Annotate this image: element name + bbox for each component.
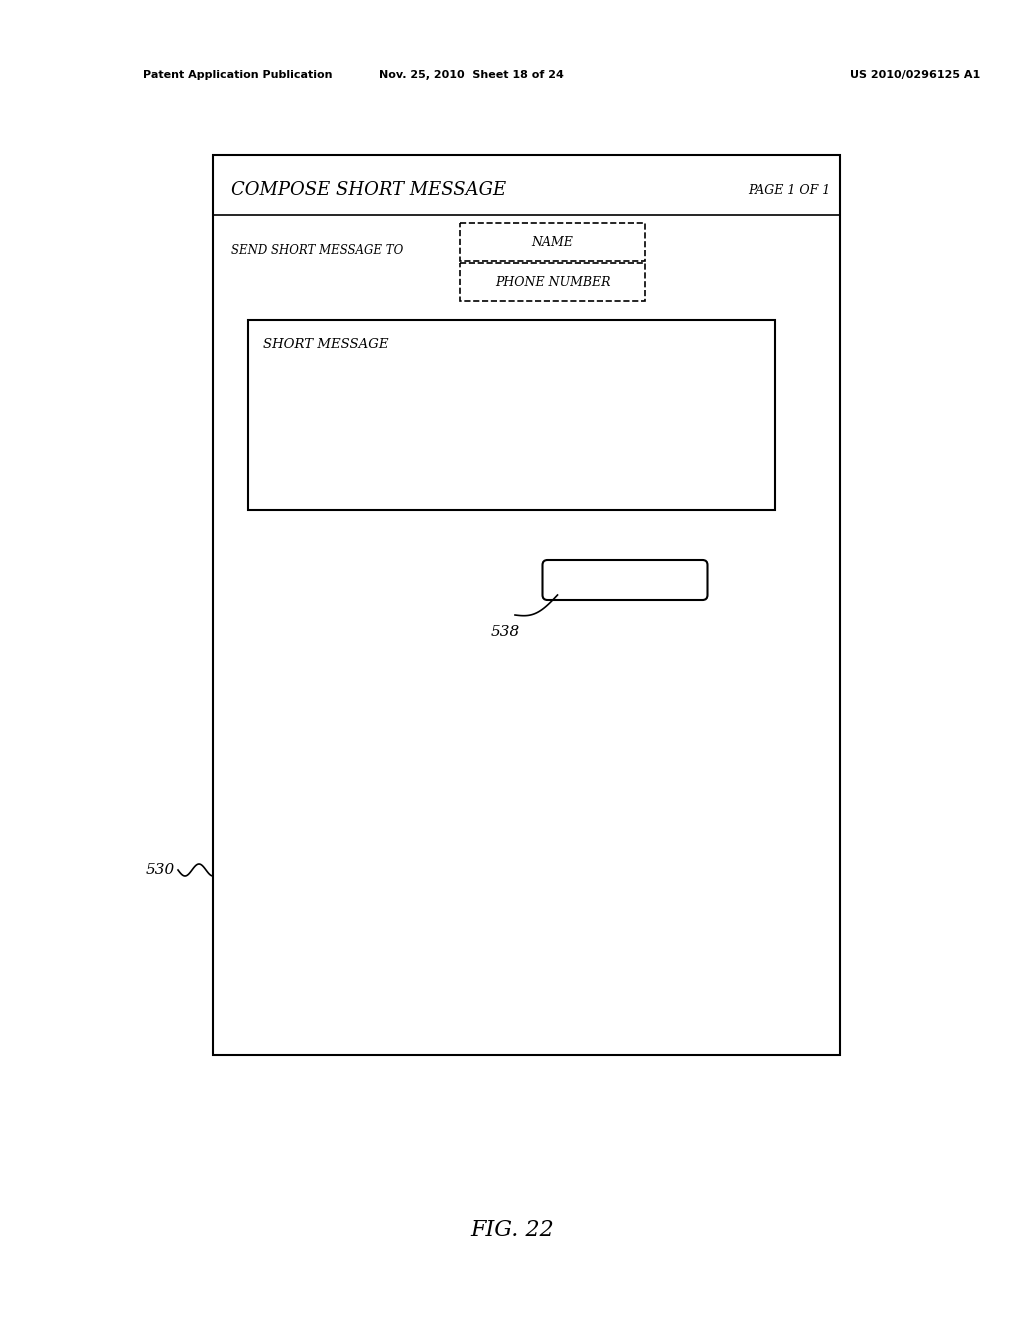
Text: 538: 538 [490,624,519,639]
FancyBboxPatch shape [543,560,708,601]
Text: SHORT MESSAGE: SHORT MESSAGE [263,338,388,351]
Text: FIG. 22: FIG. 22 [470,1218,554,1241]
Text: US 2010/0296125 A1: US 2010/0296125 A1 [850,70,980,81]
Text: SEND SHORT MSG: SEND SHORT MSG [566,573,684,586]
Bar [213,154,840,1055]
Text: Patent Application Publication: Patent Application Publication [143,70,333,81]
Text: 530: 530 [145,863,175,876]
Text: Nov. 25, 2010  Sheet 18 of 24: Nov. 25, 2010 Sheet 18 of 24 [379,70,563,81]
Bar [460,263,645,301]
Bar [460,223,645,261]
Text: PHONE NUMBER: PHONE NUMBER [495,276,610,289]
Text: COMPOSE SHORT MESSAGE: COMPOSE SHORT MESSAGE [231,181,506,199]
Text: PAGE 1 OF 1: PAGE 1 OF 1 [748,183,830,197]
Bar [248,319,775,510]
Text: NAME: NAME [531,235,573,248]
Text: SEND SHORT MESSAGE TO: SEND SHORT MESSAGE TO [231,243,403,256]
